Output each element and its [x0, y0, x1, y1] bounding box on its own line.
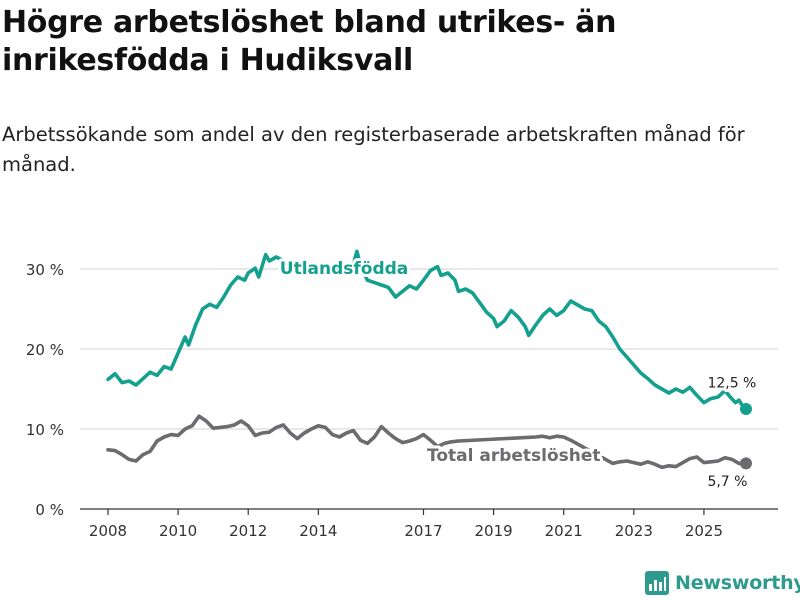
x-tick-label: 2025 — [685, 522, 723, 540]
grid-lines — [80, 268, 778, 510]
series-label-utlandsfodda: Utlandsfödda — [280, 259, 409, 279]
end-value-label-utlandsfodda: 12,5 % — [707, 375, 756, 391]
series-label-total-halo: Total arbetslöshet — [427, 446, 601, 466]
x-tick-label: 2023 — [615, 522, 653, 540]
x-axis-ticks: 2008 2010 2012 2014 2017 2019 2021 2023 2025 — [89, 509, 723, 540]
newsworthy-logo: Newsworthy — [645, 568, 800, 598]
x-tick-label: 2012 — [229, 522, 267, 540]
page-subtitle: Arbetssökande som andel av den registerb… — [2, 123, 745, 176]
y-tick-label: 30 % — [26, 261, 64, 279]
x-tick-label: 2017 — [404, 522, 442, 540]
x-tick-label: 2008 — [89, 522, 127, 540]
series-label-total: Total arbetslöshet — [427, 446, 601, 466]
series-line-0 — [106, 249, 745, 408]
end-value-label-total-halo: 5,7 % — [707, 474, 747, 490]
y-tick-label: 0 % — [35, 501, 64, 519]
y-tick-label: 10 % — [26, 421, 64, 439]
x-tick-label: 2010 — [159, 522, 197, 540]
x-tick-label: 2014 — [299, 522, 337, 540]
brand-name: Newsworthy — [675, 572, 800, 594]
series-endpoint-0 — [740, 403, 752, 415]
series-endpoint-1 — [740, 457, 752, 470]
x-tick-label: 2019 — [475, 522, 513, 540]
series-label-utlandsfodda-halo: Utlandsfödda — [280, 259, 409, 279]
series-line-1 — [106, 414, 745, 470]
series-lines — [106, 249, 752, 470]
end-value-label-total: 5,7 % — [707, 474, 747, 490]
bar-chart-logo-icon — [645, 571, 669, 595]
y-tick-label: 20 % — [26, 341, 64, 359]
end-value-label-utlandsfodda-halo: 12,5 % — [707, 375, 756, 391]
page-title: Högre arbetslöshet bland utrikes- än inr… — [2, 5, 617, 78]
y-axis-ticks: 0 % 10 % 20 % 30 % — [26, 261, 64, 519]
x-tick-label: 2021 — [545, 522, 583, 540]
